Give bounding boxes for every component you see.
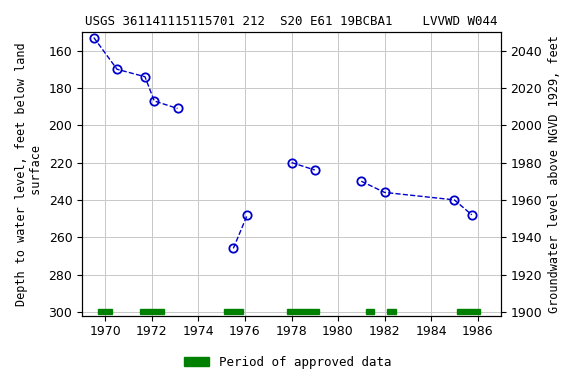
Title: USGS 361141115115701 212  S20 E61 19BCBA1    LVVWD W044: USGS 361141115115701 212 S20 E61 19BCBA1…: [85, 15, 498, 28]
Y-axis label: Depth to water level, feet below land
 surface: Depth to water level, feet below land su…: [15, 42, 43, 306]
Bar: [141, 310, 164, 314]
Bar: [366, 310, 374, 314]
Bar: [98, 310, 112, 314]
Bar: [457, 310, 480, 314]
Bar: [387, 310, 396, 314]
Y-axis label: Groundwater level above NGVD 1929, feet: Groundwater level above NGVD 1929, feet: [548, 35, 561, 313]
Legend: Period of approved data: Period of approved data: [179, 351, 397, 374]
Bar: [224, 310, 242, 314]
Bar: [287, 310, 320, 314]
